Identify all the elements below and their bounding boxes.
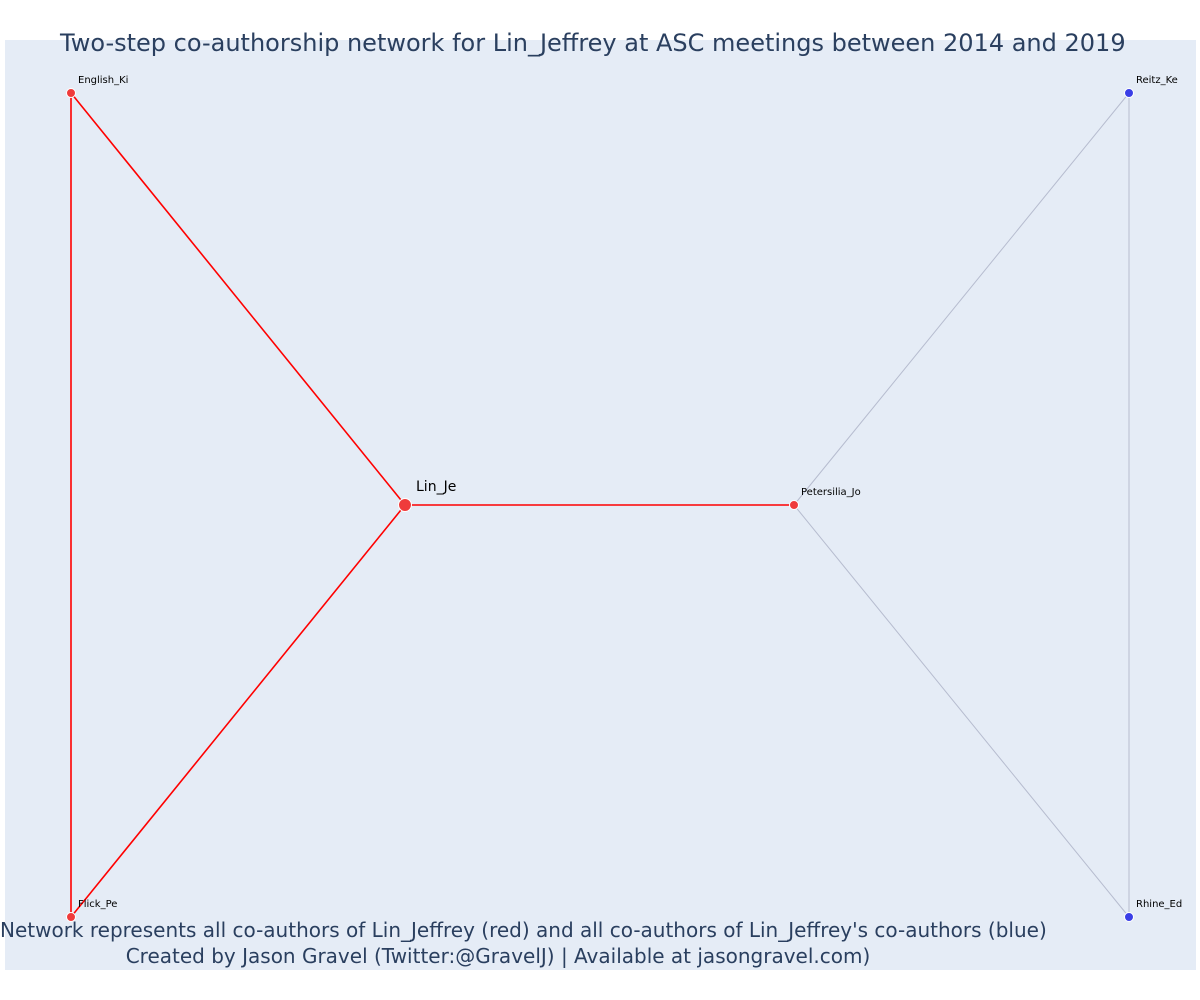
node-Petersilia_Jo[interactable]	[789, 500, 799, 510]
node-label-Petersilia_Jo: Petersilia_Jo	[801, 487, 861, 498]
labels-layer: Lin_Je English_Ki Flick_Pe Petersilia_Jo Rei…	[78, 75, 1182, 910]
node-label-Reitz_Ke: Reitz_Ke	[1136, 75, 1178, 86]
node-label-English_Ki: English_Ki	[78, 75, 128, 86]
edges-layer	[70, 92, 1130, 918]
node-label-Lin_Je: Lin_Je	[416, 479, 456, 495]
edge-Lin_Je-Flick_Pe	[70, 504, 406, 918]
edge-Lin_Je-English_Ki	[70, 92, 406, 506]
node-Rhine_Ed[interactable]	[1124, 912, 1134, 922]
node-Flick_Pe[interactable]	[66, 912, 76, 922]
caption-description: Network represents all co-authors of Lin…	[0, 918, 1047, 942]
node-Reitz_Ke[interactable]	[1124, 88, 1134, 98]
node-label-Flick_Pe: Flick_Pe	[78, 899, 117, 910]
nodes-layer	[66, 88, 1134, 922]
caption-credit: Created by Jason Gravel (Twitter:@Gravel…	[125, 944, 871, 968]
chart-title: Two-step co-authorship network for Lin_J…	[60, 29, 1126, 57]
node-English_Ki[interactable]	[66, 88, 76, 98]
node-label-Rhine_Ed: Rhine_Ed	[1136, 899, 1182, 910]
edge-Petersilia_Jo-Reitz_Ke	[793, 92, 1130, 506]
edge-Petersilia_Jo-Rhine_Ed	[793, 504, 1130, 918]
node-Lin_Je[interactable]	[398, 498, 412, 512]
